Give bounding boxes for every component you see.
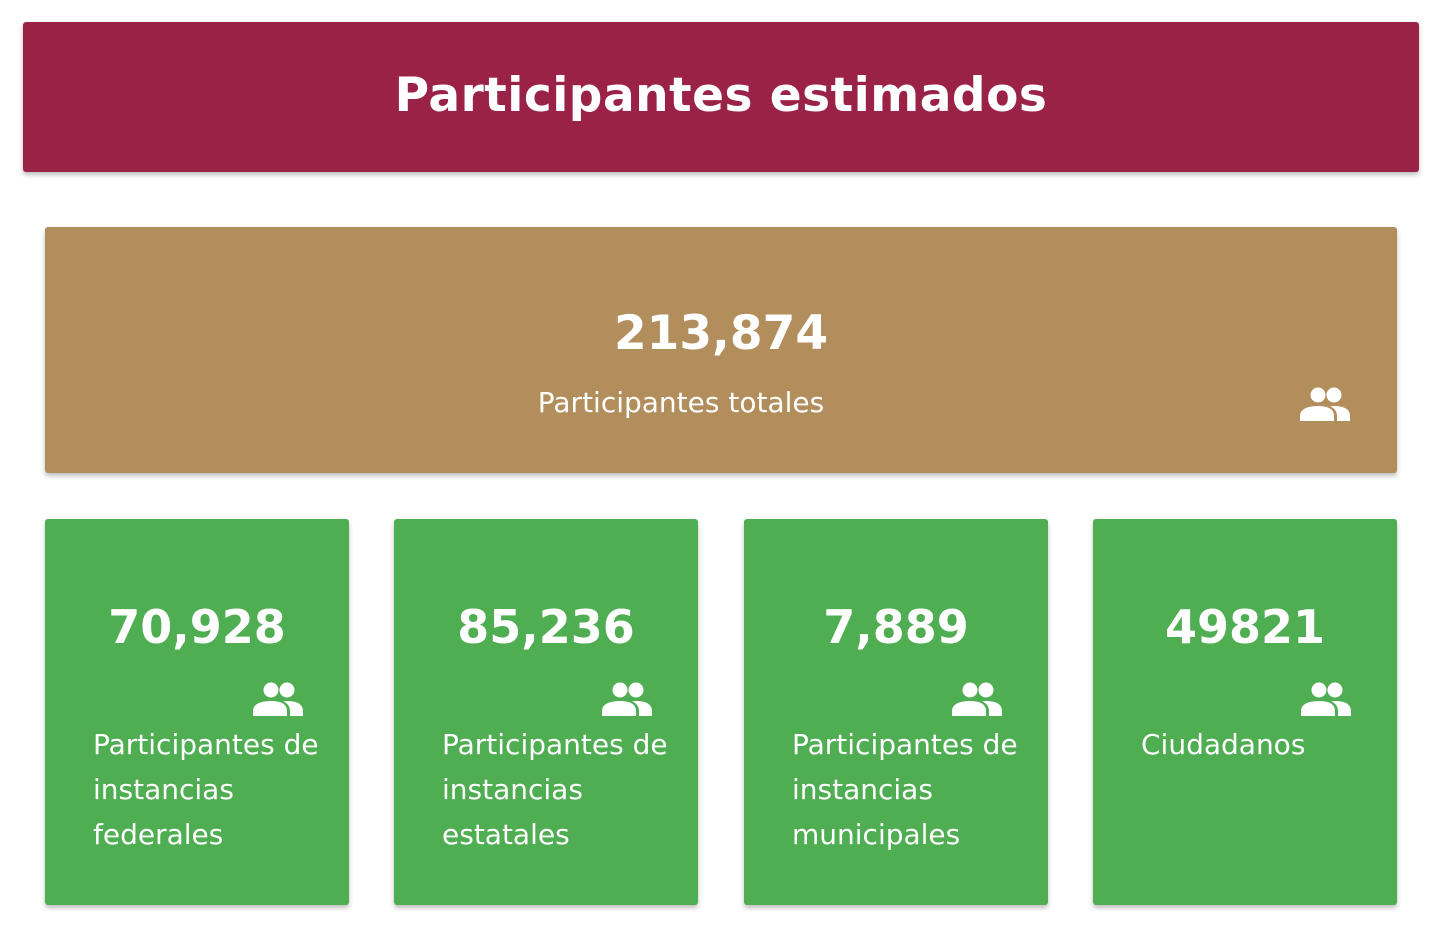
state-participants-card: 85,236 Participantes de instancias estat…	[394, 519, 698, 905]
total-participants-label: Participantes totales	[537, 386, 825, 419]
citizens-label: Ciudadanos	[1141, 728, 1306, 761]
total-participants-card: 213,874 Participantes totales	[45, 227, 1397, 473]
federal-participants-label: Participantes de instancias federales	[93, 728, 319, 851]
federal-participants-value: 70,928	[108, 600, 286, 654]
municipal-participants-label: Participantes de instancias municipales	[792, 728, 1018, 851]
group-icon	[253, 682, 303, 716]
group-icon	[1301, 682, 1351, 716]
citizens-card: 49821 Ciudadanos	[1093, 519, 1397, 905]
header-banner: Participantes estimados	[23, 22, 1419, 172]
page-title: Participantes estimados	[394, 67, 1048, 123]
group-icon	[1300, 387, 1350, 421]
total-participants-value: 213,874	[613, 306, 829, 361]
municipal-participants-card: 7,889 Participantes de instancias munici…	[744, 519, 1048, 905]
municipal-participants-value: 7,889	[823, 600, 969, 654]
citizens-value: 49821	[1164, 600, 1326, 654]
group-icon	[952, 682, 1002, 716]
state-participants-label: Participantes de instancias estatales	[442, 728, 668, 851]
federal-participants-card: 70,928 Participantes de instancias feder…	[45, 519, 349, 905]
state-participants-value: 85,236	[457, 600, 635, 654]
group-icon	[602, 682, 652, 716]
